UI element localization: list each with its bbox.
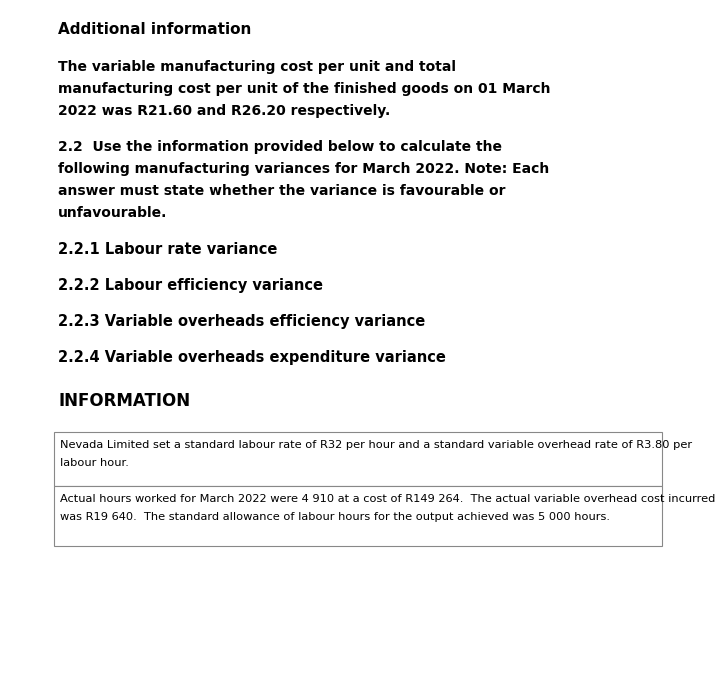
Text: following manufacturing variances for March 2022. Note: Each: following manufacturing variances for Ma… — [58, 162, 549, 176]
Text: INFORMATION: INFORMATION — [58, 392, 190, 410]
Text: answer must state whether the variance is favourable or: answer must state whether the variance i… — [58, 184, 505, 198]
Text: Additional information: Additional information — [58, 22, 251, 37]
Text: 2.2.2 Labour efficiency variance: 2.2.2 Labour efficiency variance — [58, 278, 323, 293]
Text: 2022 was R21.60 and R26.20 respectively.: 2022 was R21.60 and R26.20 respectively. — [58, 104, 390, 118]
Text: was R19 640.  The standard allowance of labour hours for the output achieved was: was R19 640. The standard allowance of l… — [60, 512, 610, 522]
Text: 2.2.4 Variable overheads expenditure variance: 2.2.4 Variable overheads expenditure var… — [58, 350, 446, 365]
Text: 2.2.1 Labour rate variance: 2.2.1 Labour rate variance — [58, 242, 277, 257]
FancyBboxPatch shape — [54, 432, 662, 486]
Text: labour hour.: labour hour. — [60, 458, 129, 468]
Text: Nevada Limited set a standard labour rate of R32 per hour and a standard variabl: Nevada Limited set a standard labour rat… — [60, 440, 692, 450]
Text: Actual hours worked for March 2022 were 4 910 at a cost of R149 264.  The actual: Actual hours worked for March 2022 were … — [60, 494, 716, 504]
Text: unfavourable.: unfavourable. — [58, 206, 167, 220]
FancyBboxPatch shape — [54, 486, 662, 546]
Text: The variable manufacturing cost per unit and total: The variable manufacturing cost per unit… — [58, 60, 456, 74]
Text: 2.2  Use the information provided below to calculate the: 2.2 Use the information provided below t… — [58, 140, 502, 154]
Text: manufacturing cost per unit of the finished goods on 01 March: manufacturing cost per unit of the finis… — [58, 82, 551, 96]
Text: 2.2.3 Variable overheads efficiency variance: 2.2.3 Variable overheads efficiency vari… — [58, 314, 426, 329]
